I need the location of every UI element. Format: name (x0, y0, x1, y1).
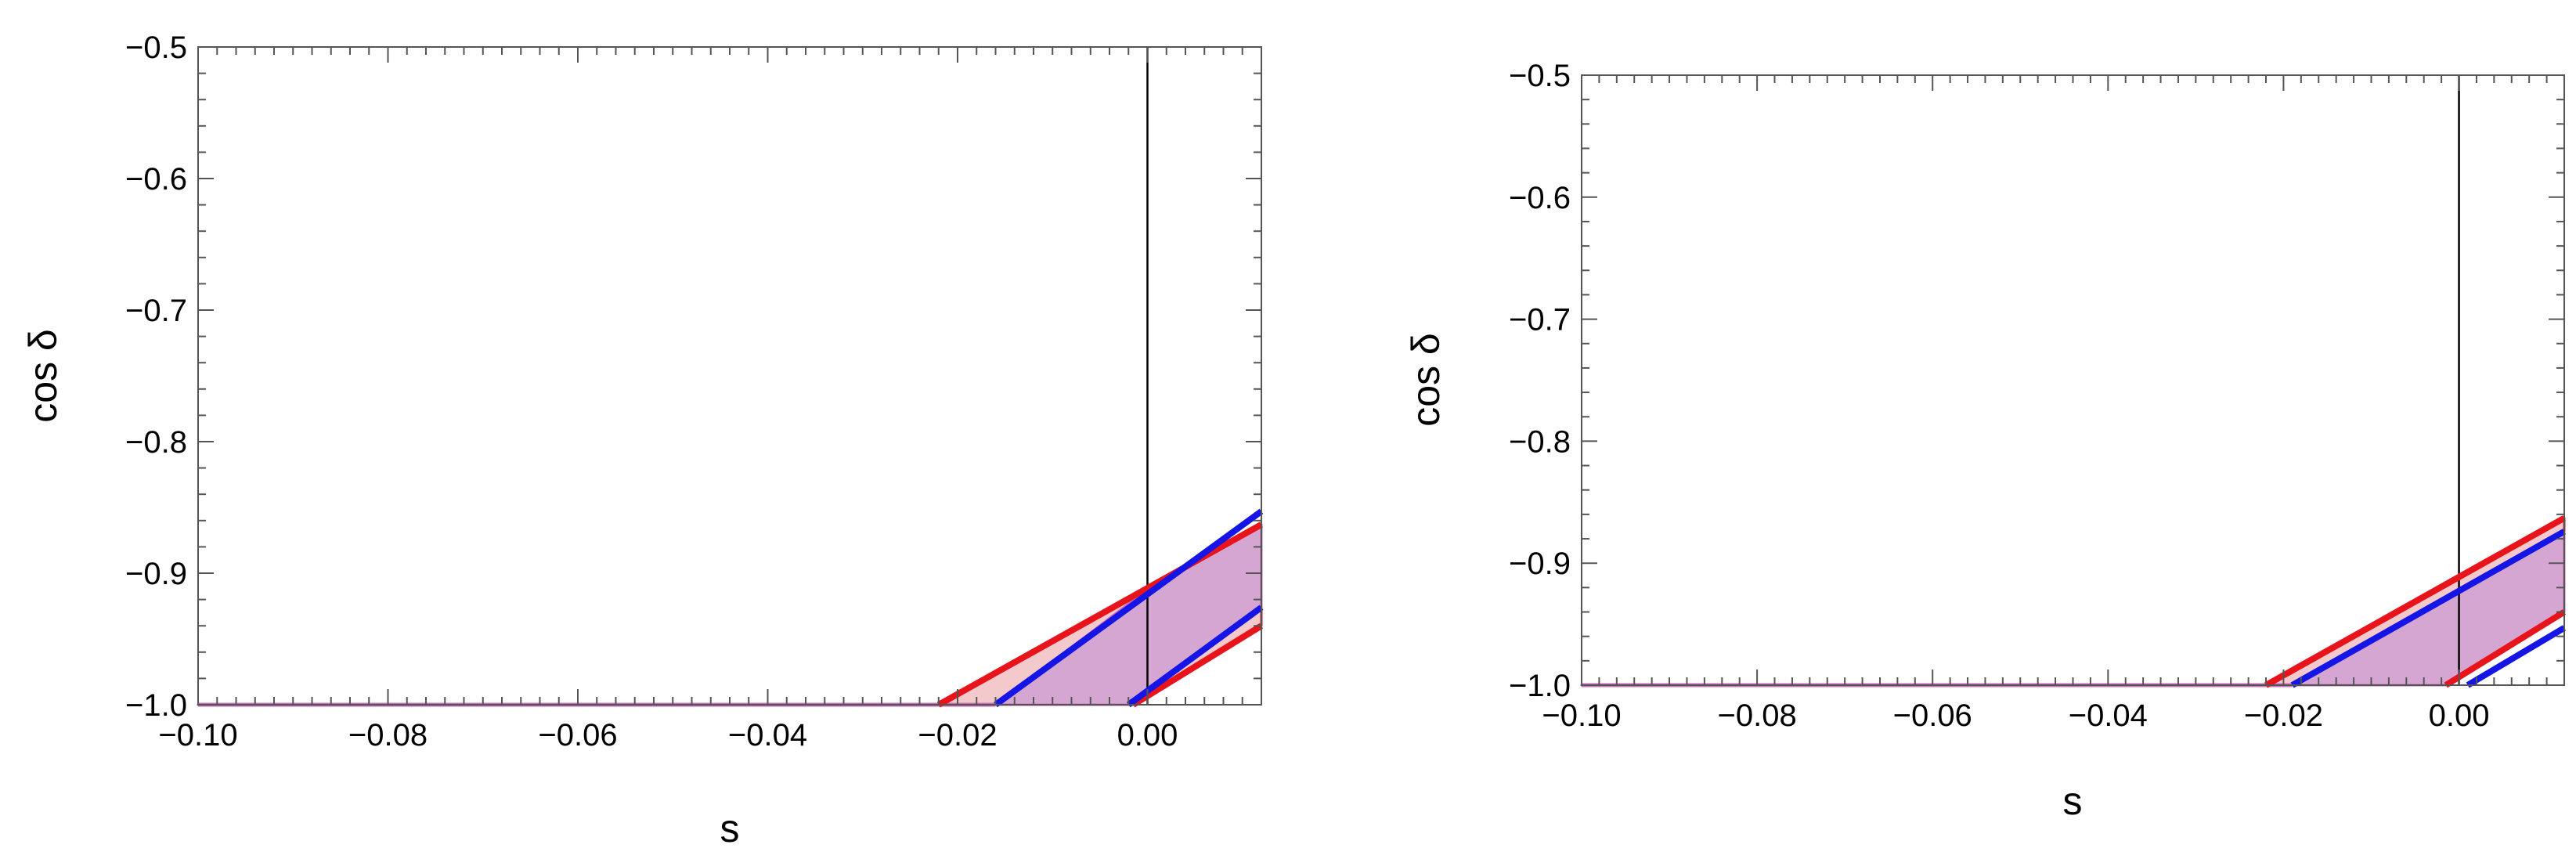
x-tick-label: −0.04 (728, 718, 807, 753)
red-boundary-line-2 (2444, 609, 2567, 688)
x-tick-label: −0.10 (1542, 698, 1621, 733)
y-tick-label: −1.0 (125, 688, 187, 723)
x-axis-label: s (2063, 779, 2083, 823)
x-axis-label: s (720, 807, 740, 850)
plot-frame (197, 46, 1262, 706)
x-tick-label: −0.06 (538, 718, 617, 753)
red-boundary-line-1 (936, 522, 1263, 708)
x-tick-label: 0.00 (1117, 718, 1178, 753)
y-tick-label: −0.5 (125, 31, 187, 65)
chart-panel-1: −0.10 −0.08 −0.06 −0.04 −0.02 0.00 −0.5 −0.6 −0.… (21, 31, 1264, 850)
y-tick-label: −1.0 (1509, 669, 1571, 703)
y-tick-label: −0.6 (1509, 181, 1571, 215)
y-tick-label: −0.9 (125, 557, 187, 591)
blue-boundary-line-3 (2290, 529, 2566, 688)
plot-frame (1581, 74, 2565, 686)
x-tick-label: 0.00 (2429, 698, 2490, 733)
x-tick-label: −0.08 (348, 718, 428, 753)
y-tick-label: −0.9 (1509, 547, 1571, 581)
blue-boundary-line-3 (994, 508, 1264, 708)
y-tick-label: −0.8 (1509, 424, 1571, 459)
y-tick-label: −0.8 (125, 425, 187, 460)
x-tick-label: −0.02 (918, 718, 997, 753)
chart-panel-2: −0.10 −0.08 −0.06 −0.04 −0.02 0.00 −0.5 −0.6 −0.… (1404, 59, 2567, 823)
x-tick-label: −0.04 (2069, 698, 2148, 733)
y-tick-label: −0.6 (125, 162, 187, 197)
y-tick-label: −0.7 (1509, 303, 1571, 337)
x-tick-label: −0.10 (158, 718, 237, 753)
y-tick-label: −0.5 (1509, 59, 1571, 93)
red-boundary-line-1 (2264, 515, 2566, 688)
x-tick-label: −0.02 (2244, 698, 2323, 733)
y-tick-label: −0.7 (125, 294, 187, 328)
red-boundary-line-2 (1131, 623, 1264, 708)
x-tick-label: −0.06 (1893, 698, 1972, 733)
blue-boundary-line-4 (2466, 625, 2567, 688)
x-tick-label: −0.08 (1717, 698, 1796, 733)
y-axis-label: cos δ (21, 329, 65, 423)
blue-boundary-line-4 (1126, 605, 1264, 708)
y-axis-label: cos δ (1404, 333, 1448, 427)
